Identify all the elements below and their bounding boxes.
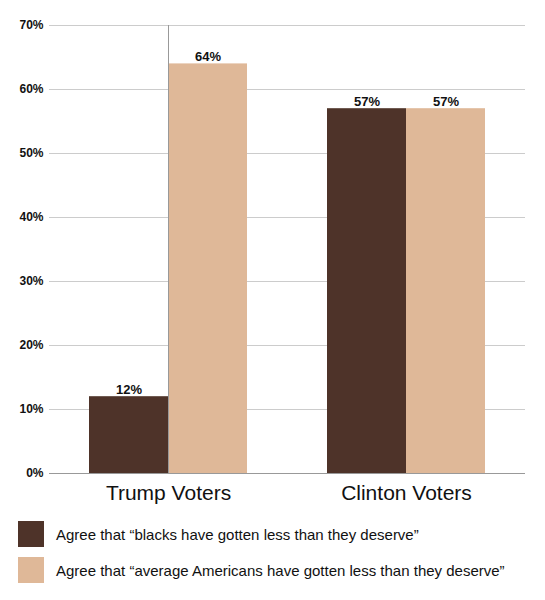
svg-text:57%: 57% (433, 94, 459, 109)
svg-text:70%: 70% (19, 18, 43, 32)
svg-text:30%: 30% (19, 274, 43, 288)
svg-text:10%: 10% (19, 402, 43, 416)
svg-text:Trump Voters: Trump Voters (106, 481, 231, 504)
svg-text:40%: 40% (19, 210, 43, 224)
html-text:Agree that “blacks have gotten: Agree that “blacks have gotten less than… (56, 525, 419, 543)
svg-text:50%: 50% (19, 146, 43, 160)
html-text:Agree that “average Americans: Agree that “average Americans have gotte… (56, 561, 505, 579)
svg-text:64%: 64% (195, 49, 221, 64)
svg-text:12%: 12% (116, 382, 142, 397)
svg-text:60%: 60% (19, 82, 43, 96)
svg-text:0%: 0% (26, 466, 44, 480)
svg-text:20%: 20% (19, 338, 43, 352)
svg-text:Clinton Voters: Clinton Voters (341, 481, 472, 504)
svg-text:57%: 57% (354, 94, 380, 109)
